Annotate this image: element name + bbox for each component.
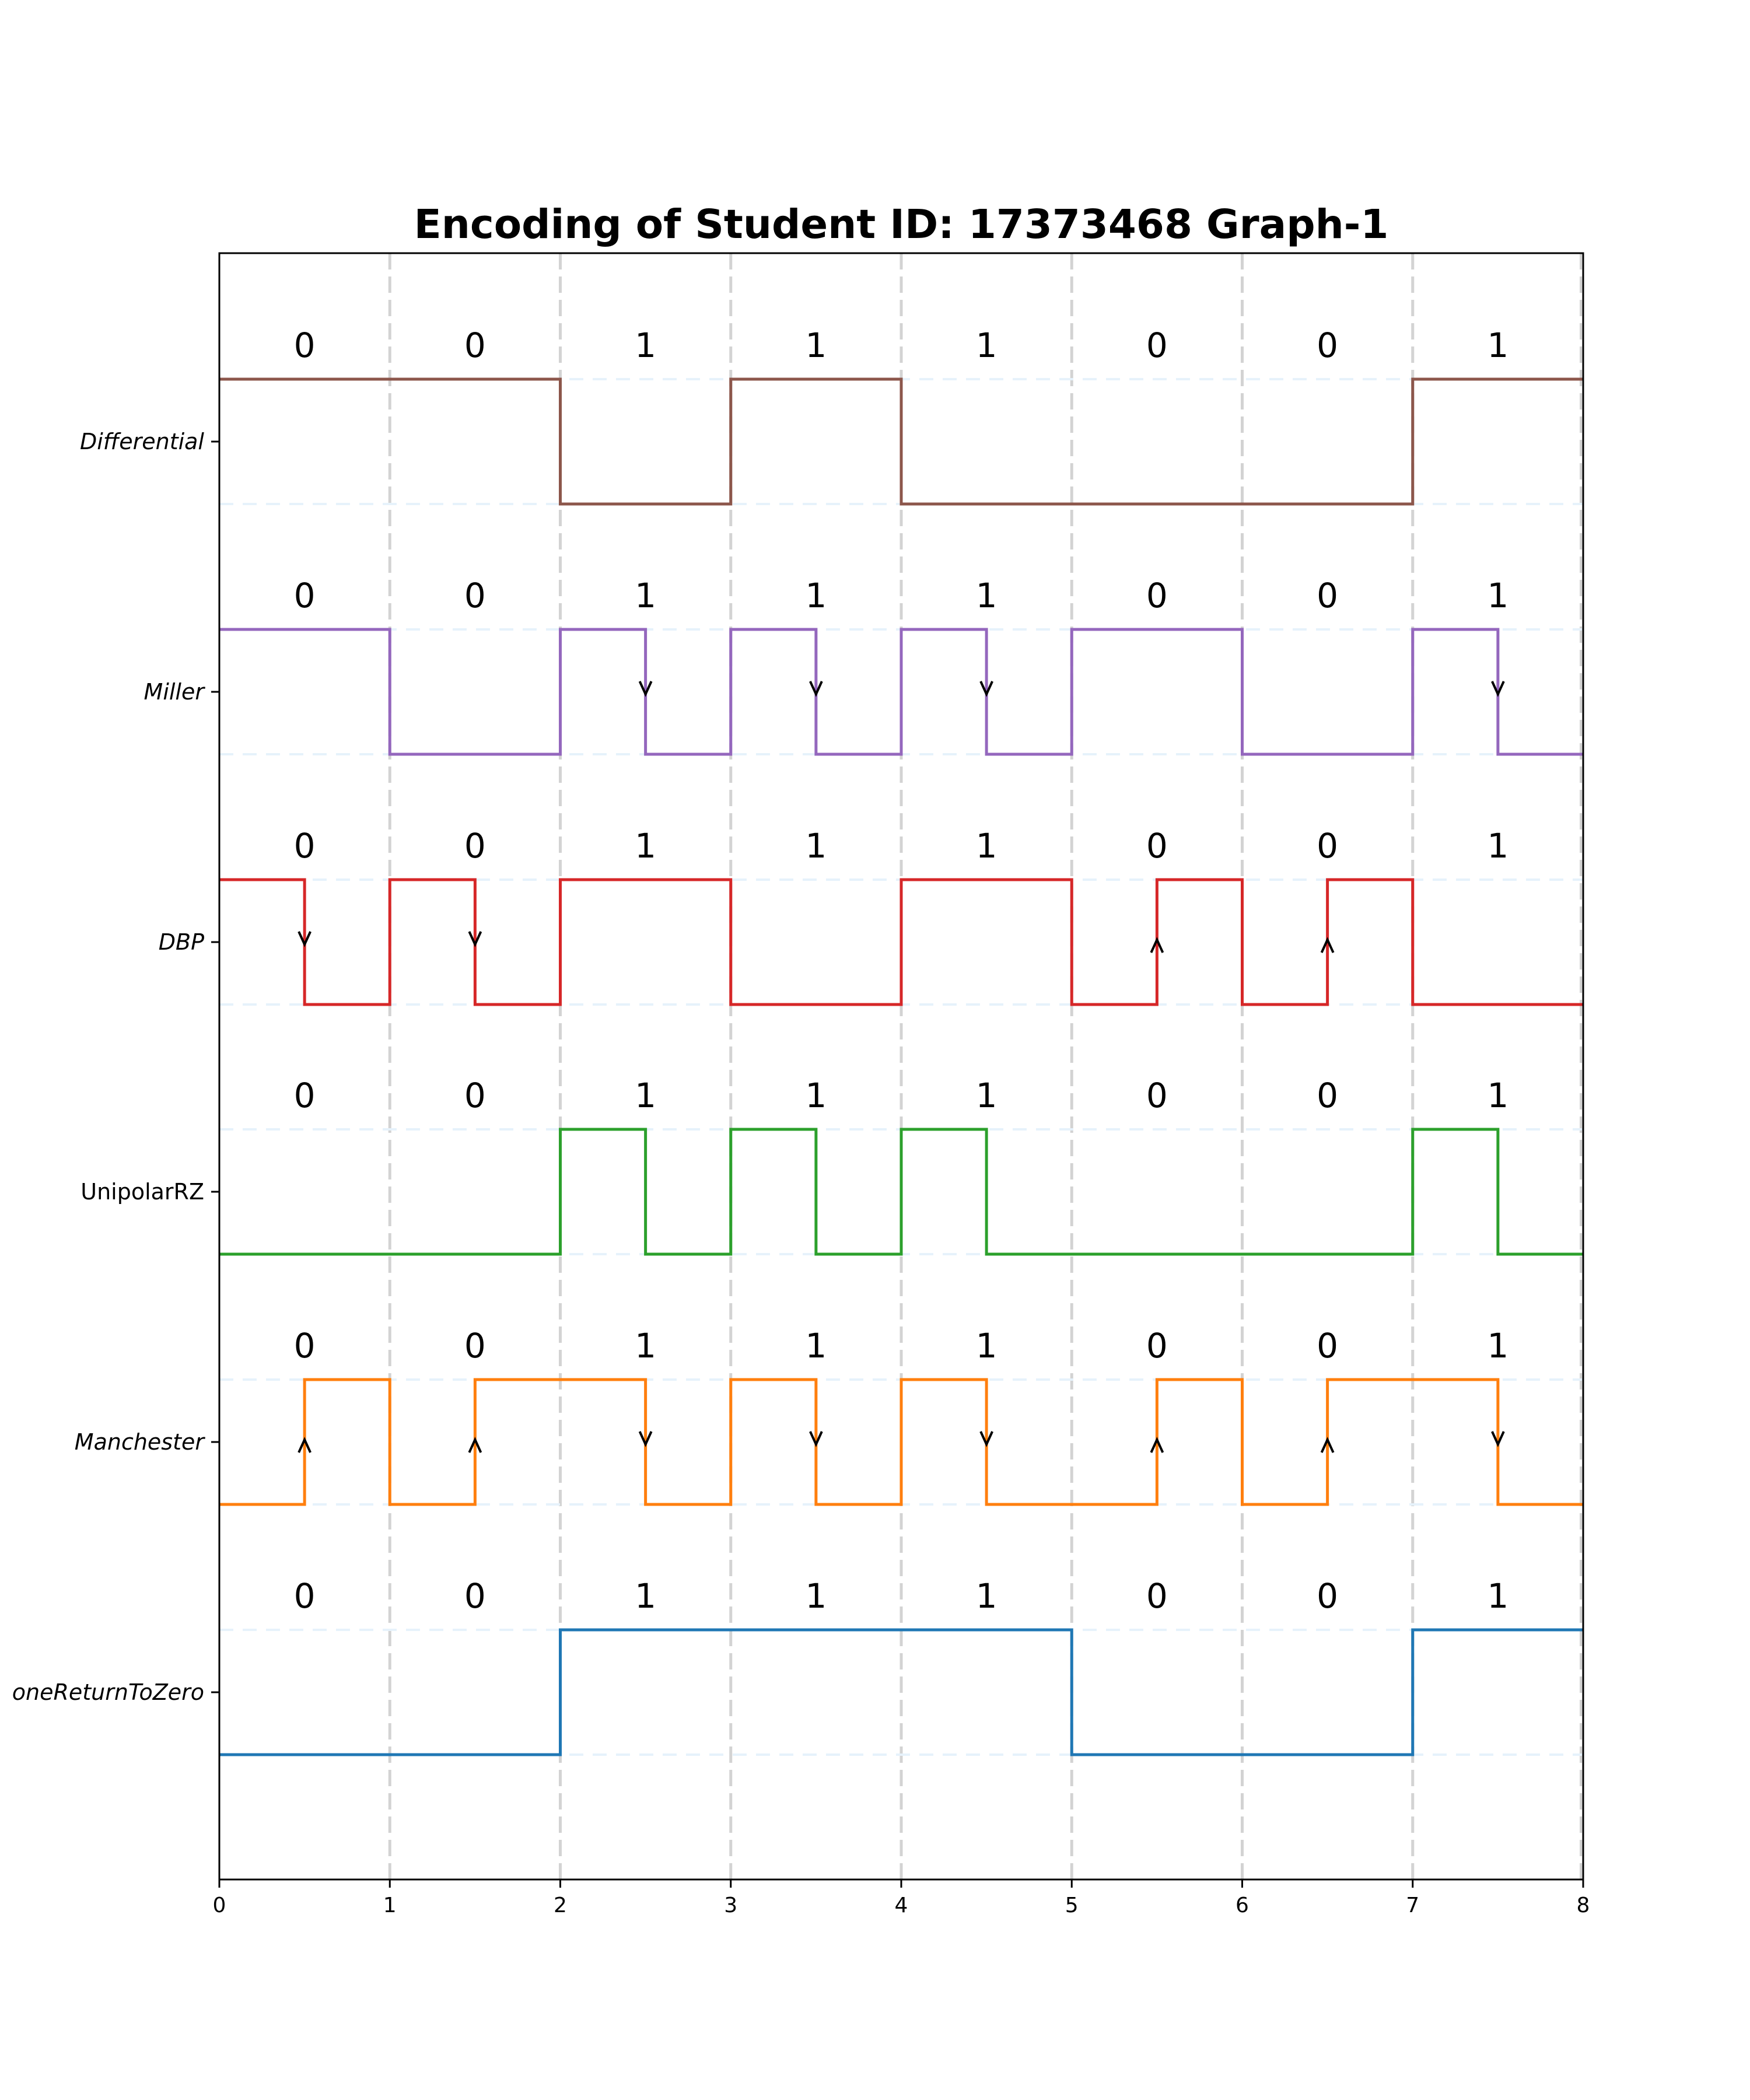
waveform-differential <box>219 377 1583 506</box>
y-label-nonereturntozero: oneReturnToZero <box>12 1679 204 1705</box>
arrow-down-icon <box>638 681 653 697</box>
bit-label: 1 <box>635 1326 656 1366</box>
bit-label: 0 <box>294 1326 316 1366</box>
x-tick-label: 3 <box>724 1894 737 1917</box>
bit-label: 0 <box>464 1576 486 1616</box>
bit-label: 0 <box>464 826 486 866</box>
arrow-up-icon <box>1320 1437 1335 1453</box>
bit-label: 0 <box>1146 576 1168 615</box>
arrow-down-icon <box>1491 1431 1505 1447</box>
bit-label: 1 <box>1487 1576 1508 1616</box>
bit-labels: 0 0 1 1 1 0 0 1 0 0 1 1 1 0 0 1 0 0 1 1 1 0 0 1 0 0 1 1 1 0 0 1 0 0 1 1 1 0 0 1… <box>294 326 1509 1616</box>
arrow-down-icon <box>979 681 993 697</box>
y-label-miller: Miller <box>144 679 206 705</box>
waveform-unipolarrz <box>219 1128 1583 1256</box>
x-tick-label: 7 <box>1406 1894 1419 1917</box>
bit-label: 1 <box>1487 326 1508 365</box>
arrow-down-icon <box>298 931 312 947</box>
bit-label: 0 <box>294 1576 316 1616</box>
bit-label: 1 <box>805 826 827 866</box>
bit-label: 0 <box>1317 1326 1338 1366</box>
bit-label: 1 <box>805 1076 827 1115</box>
bit-label: 1 <box>805 576 827 615</box>
x-tick-label: 8 <box>1577 1894 1590 1917</box>
bit-label: 1 <box>1487 576 1508 615</box>
arrow-down-icon <box>809 1431 823 1447</box>
bit-label: 1 <box>976 1076 998 1115</box>
arrow-down-icon <box>1491 681 1505 697</box>
bit-label: 1 <box>976 1576 998 1616</box>
bit-label: 1 <box>1487 1076 1508 1115</box>
x-tick-label: 5 <box>1065 1894 1079 1917</box>
arrow-down-icon <box>638 1431 653 1447</box>
bit-label: 1 <box>976 576 998 615</box>
bit-label: 1 <box>805 1576 827 1616</box>
bit-label: 0 <box>1146 1576 1168 1616</box>
bit-label: 0 <box>464 1076 486 1115</box>
bit-label: 1 <box>635 326 656 365</box>
y-label-differential: Differential <box>80 429 204 454</box>
bit-label: 1 <box>805 1326 827 1366</box>
bit-label: 1 <box>976 326 998 365</box>
y-label-manchester: Manchester <box>75 1429 206 1455</box>
bit-label: 1 <box>635 826 656 866</box>
x-tick-label: 2 <box>554 1894 567 1917</box>
bit-label: 1 <box>976 826 998 866</box>
x-tick-label: 4 <box>895 1894 908 1917</box>
bit-label: 1 <box>635 1576 656 1616</box>
bit-label: 1 <box>1487 826 1508 866</box>
x-axis: 0 1 2 3 4 5 6 7 8 <box>213 1880 1590 1917</box>
bit-label: 0 <box>1317 826 1338 866</box>
x-tick-label: 0 <box>213 1894 226 1917</box>
x-tick-label: 6 <box>1236 1894 1249 1917</box>
y-label-dbp: DBP <box>159 929 204 955</box>
bit-label: 1 <box>635 1076 656 1115</box>
bit-label: 1 <box>976 1326 998 1366</box>
bit-label: 0 <box>1317 1576 1338 1616</box>
bit-label: 0 <box>464 326 486 365</box>
waveform-miller <box>219 628 1583 756</box>
bit-label: 1 <box>1487 1326 1508 1366</box>
bit-label: 1 <box>635 576 656 615</box>
arrow-down-icon <box>809 681 823 697</box>
chart-title: Encoding of Student ID: 17373468 Graph-1 <box>414 201 1389 248</box>
arrow-up-icon <box>1150 937 1164 953</box>
waveforms <box>219 377 1583 1756</box>
waveform-manchester <box>219 1378 1583 1506</box>
bit-label: 0 <box>464 576 486 615</box>
bit-label: 0 <box>294 326 316 365</box>
y-axis: Differential Miller DBP UnipolarRZ Mancheste… <box>12 429 219 1705</box>
waveform-nonereturntozero <box>219 1628 1583 1756</box>
bit-label: 0 <box>1146 826 1168 866</box>
arrow-down-icon <box>468 931 482 947</box>
bit-label: 0 <box>294 576 316 615</box>
bit-label: 0 <box>294 1076 316 1115</box>
arrow-down-icon <box>979 1431 993 1447</box>
transition-arrows <box>298 681 1505 1453</box>
bit-label: 0 <box>1317 576 1338 615</box>
bit-label: 1 <box>805 326 827 365</box>
arrow-up-icon <box>298 1437 312 1453</box>
arrow-up-icon <box>468 1437 482 1453</box>
bit-label: 0 <box>1317 326 1338 365</box>
bit-label: 0 <box>1146 1076 1168 1115</box>
bit-label: 0 <box>464 1326 486 1366</box>
arrow-up-icon <box>1320 937 1335 953</box>
bit-label: 0 <box>1317 1076 1338 1115</box>
bit-label: 0 <box>1146 326 1168 365</box>
x-tick-label: 1 <box>383 1894 397 1917</box>
y-label-unipolarrz: UnipolarRZ <box>80 1179 204 1205</box>
bit-label: 0 <box>1146 1326 1168 1366</box>
waveform-dbp <box>219 878 1583 1006</box>
arrow-up-icon <box>1150 1437 1164 1453</box>
bit-label: 0 <box>294 826 316 866</box>
